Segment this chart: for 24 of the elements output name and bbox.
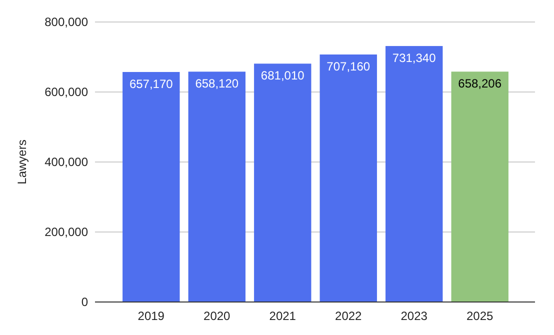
bar xyxy=(122,72,180,302)
y-tick-label: 400,000 xyxy=(44,155,88,169)
bar xyxy=(254,64,312,302)
data-label: 657,170 xyxy=(129,76,174,91)
data-label: 731,340 xyxy=(392,51,436,66)
y-tick-label: 200,000 xyxy=(44,225,88,239)
bar xyxy=(386,46,443,302)
x-tick-label: 2023 xyxy=(400,309,428,323)
data-label: 658,206 xyxy=(458,76,502,91)
bar xyxy=(451,72,508,302)
x-tick-label: 2020 xyxy=(204,309,231,323)
x-tick-label: 2019 xyxy=(138,309,165,323)
y-tick-label: 0 xyxy=(81,295,88,309)
data-label: 681,010 xyxy=(260,68,305,83)
x-tick-label: 2025 xyxy=(466,309,494,323)
data-label: 658,120 xyxy=(195,76,239,91)
x-tick-label: 2022 xyxy=(335,309,362,323)
y-axis-title: Lawyers xyxy=(15,140,29,184)
x-tick-label: 2021 xyxy=(269,309,296,323)
bar xyxy=(320,54,377,302)
data-label: 707,160 xyxy=(326,59,370,74)
y-tick-label: 800,000 xyxy=(44,15,88,29)
y-tick-label: 600,000 xyxy=(44,85,88,99)
bar xyxy=(188,72,246,302)
